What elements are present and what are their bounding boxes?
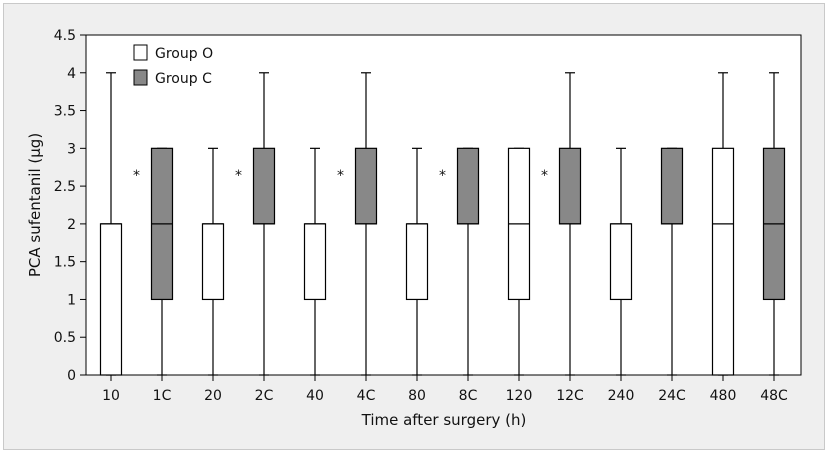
y-tick-label: 4.5 [54,28,76,44]
box-body [456,147,480,225]
box-12C [558,72,582,376]
box-40 [303,147,327,376]
x-tick-label: 10 [102,388,120,404]
significance-asterisk: * [337,168,344,184]
box-1C [150,147,174,376]
legend-swatch [133,69,148,86]
x-tick-label: 48C [760,388,788,404]
box-80 [405,147,429,376]
y-tick-label: 0.5 [54,330,76,346]
x-tick-label: 40 [306,388,324,404]
box-2C [252,72,276,376]
legend-label: Group O [155,46,213,62]
box-240 [609,147,633,376]
x-tick-label: 480 [710,388,737,404]
x-tick-label: 1C [153,388,172,404]
y-tick-label: 1 [67,292,76,308]
significance-asterisk: * [541,168,548,184]
box-body [201,223,225,301]
x-tick-label: 240 [608,388,635,404]
significance-asterisk: * [439,168,446,184]
x-tick-label: 12C [556,388,584,404]
y-tick-label: 3 [67,141,76,157]
box-body [711,147,735,376]
x-tick-label: 4C [357,388,376,404]
box-body [303,223,327,301]
y-tick-label: 3.5 [54,104,76,120]
legend-label: Group C [155,71,212,87]
box-48C [762,72,786,376]
x-axis-title: Time after surgery (h) [361,411,527,429]
box-480 [711,72,735,376]
box-120 [507,147,531,376]
y-tick-label: 2.5 [54,179,76,195]
y-tick-label: 1.5 [54,255,76,271]
box-body [99,223,123,376]
legend-swatch [133,44,148,61]
box-body [609,223,633,301]
significance-asterisk: * [133,168,140,184]
y-tick-label: 0 [67,368,76,384]
box-body [660,147,684,225]
y-tick-label: 4 [67,66,76,82]
x-tick-label: 24C [658,388,686,404]
box-20 [201,147,225,376]
x-tick-label: 120 [506,388,533,404]
x-tick-label: 2C [255,388,274,404]
box-body [252,147,276,225]
y-axis-title: PCA sufentanil (μg) [26,133,44,277]
x-tick-label: 8C [459,388,478,404]
box-4C [354,72,378,376]
box-body [558,147,582,225]
x-tick-label: 20 [204,388,222,404]
box-body [354,147,378,225]
box-body [405,223,429,301]
significance-asterisk: * [235,168,242,184]
x-tick-label: 80 [408,388,426,404]
box-24C [660,147,684,376]
y-tick-label: 2 [67,217,76,233]
